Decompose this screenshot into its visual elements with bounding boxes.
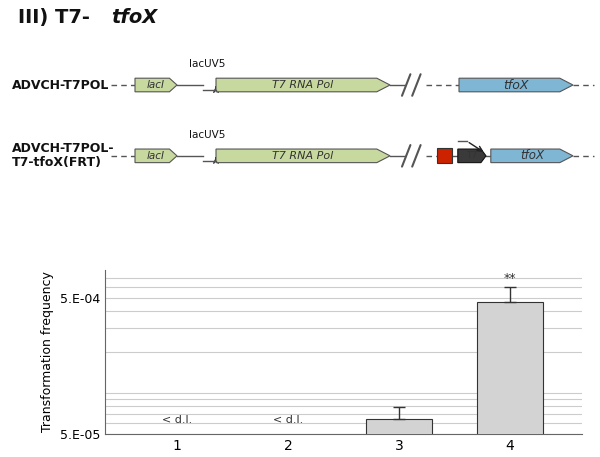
Text: tfoX: tfoX [520, 149, 544, 162]
Y-axis label: Transformation frequency: Transformation frequency [41, 271, 54, 432]
Bar [437, 149, 452, 163]
Text: lacI: lacI [147, 80, 165, 90]
FancyArrow shape [216, 149, 390, 163]
Text: T7: T7 [466, 151, 478, 160]
Text: T7 RNA Pol: T7 RNA Pol [272, 80, 334, 90]
Text: lacUV5: lacUV5 [190, 59, 226, 69]
Text: III) T7-: III) T7- [18, 7, 90, 27]
FancyArrow shape [459, 78, 573, 92]
FancyArrow shape [135, 78, 177, 92]
Text: lacUV5: lacUV5 [190, 130, 226, 140]
Text: < d.l.: < d.l. [162, 415, 192, 425]
Text: ADVCH-T7POL: ADVCH-T7POL [12, 79, 109, 91]
Text: tfoX: tfoX [111, 7, 157, 27]
Text: T7 RNA Pol: T7 RNA Pol [272, 151, 334, 161]
FancyArrow shape [491, 149, 573, 163]
Text: < d.l.: < d.l. [273, 415, 303, 425]
Text: tfoX: tfoX [503, 79, 529, 91]
Bar [365, 419, 432, 457]
Text: T7-tfoX(FRT): T7-tfoX(FRT) [12, 156, 102, 170]
FancyArrow shape [216, 78, 390, 92]
FancyArrow shape [458, 149, 486, 163]
Bar [476, 303, 543, 457]
Text: ADVCH-T7POL-: ADVCH-T7POL- [12, 142, 115, 155]
FancyArrow shape [135, 149, 177, 163]
Text: lacI: lacI [147, 151, 165, 161]
Text: **: ** [503, 272, 516, 285]
